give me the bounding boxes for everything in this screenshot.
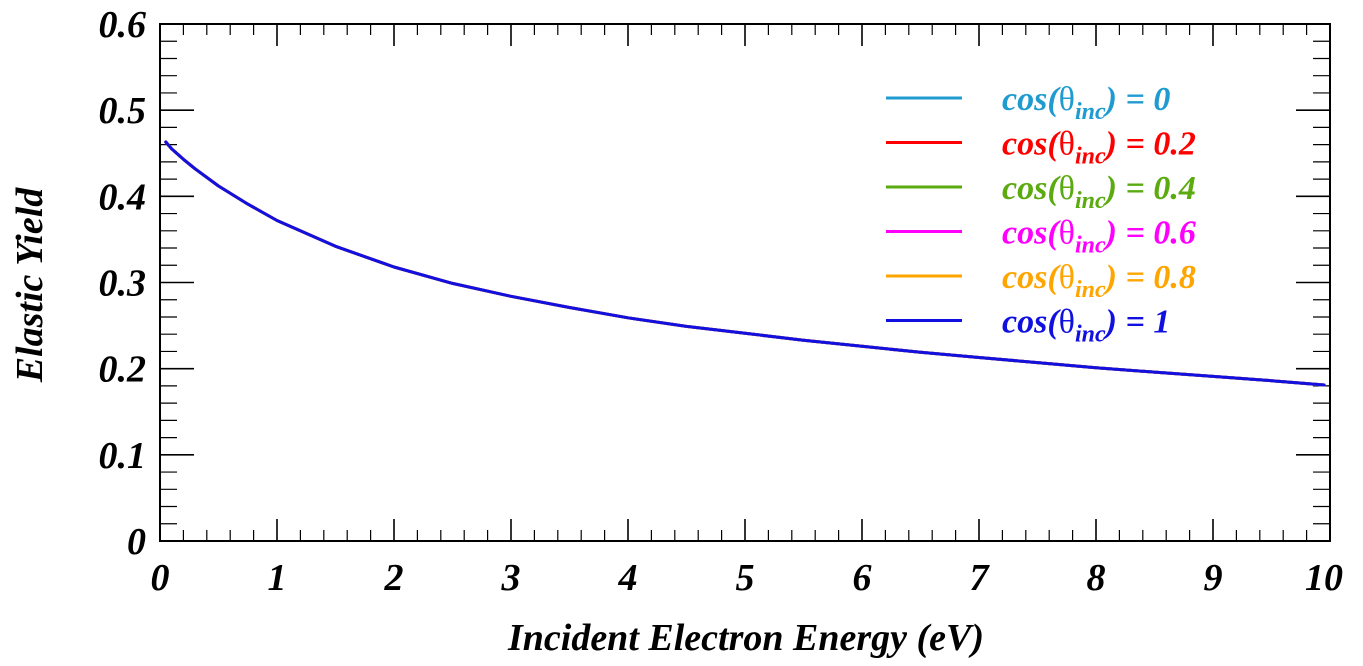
x-tick-label: 9 — [1204, 557, 1223, 599]
x-axis-title: Incident Electron Energy (eV) — [507, 617, 984, 659]
series-line — [164, 140, 1326, 387]
y-tick-label: 0 — [127, 521, 146, 563]
x-tick-label: 3 — [501, 557, 521, 599]
legend-label: cos(θinc) = 0.8 — [1002, 259, 1196, 303]
y-tick-label: 0.3 — [99, 263, 147, 305]
x-tick-label: 8 — [1087, 557, 1106, 599]
legend-label: cos(θinc) = 0.2 — [1002, 126, 1196, 170]
legend-label: cos(θinc) = 0.4 — [1002, 170, 1196, 214]
x-tick-labels: 0 1 2 3 4 5 6 7 8 9 10 — [151, 557, 1344, 599]
plot-frame — [159, 23, 1331, 542]
legend-label: cos(θinc) = 0 — [1002, 81, 1170, 125]
x-tick-label: 6 — [853, 557, 872, 599]
y-tick-labels: 0 0.1 0.2 0.3 0.4 0.5 0.6 — [99, 4, 147, 563]
y-axis-title: Elastic Yield — [9, 187, 51, 384]
x-tick-label: 10 — [1305, 557, 1343, 599]
y-tick-label: 0.5 — [99, 90, 147, 132]
x-tick-label: 2 — [384, 557, 404, 599]
y-tick-label: 0.2 — [99, 349, 147, 391]
minor-ticks — [160, 24, 1330, 541]
legend-label: cos(θinc) = 1 — [1002, 304, 1170, 348]
x-tick-label: 0 — [151, 557, 170, 599]
x-tick-label: 7 — [970, 557, 991, 599]
y-tick-label: 0.1 — [99, 435, 147, 477]
series-layer — [164, 140, 1326, 387]
x-tick-label: 5 — [736, 557, 755, 599]
x-tick-label: 4 — [618, 557, 638, 599]
legend-label: cos(θinc) = 0.6 — [1002, 215, 1196, 259]
x-tick-label: 1 — [268, 557, 287, 599]
y-tick-label: 0.6 — [99, 4, 147, 46]
y-tick-label: 0.4 — [99, 176, 147, 218]
